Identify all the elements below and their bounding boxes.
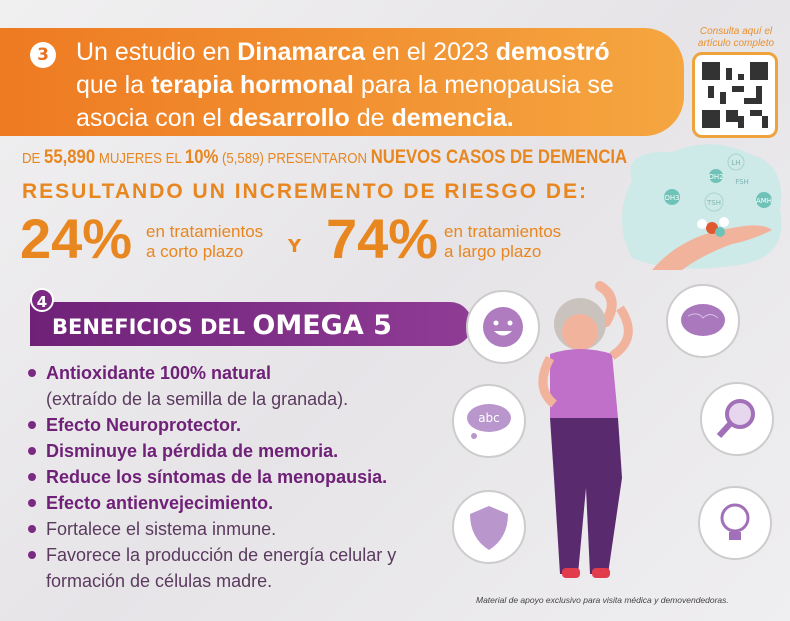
- benefits-list: Antioxidante 100% natural (extraído de l…: [26, 360, 466, 594]
- svg-text:AMH: AMH: [756, 197, 772, 205]
- risk-heading: RESULTANDO UN INCREMENTO DE RIESGO DE:: [22, 180, 589, 203]
- section3-banner: [0, 28, 684, 136]
- magnifier-icon: [700, 382, 774, 456]
- stats-line: DE 55,890 MUJERES EL 10% (5,589) PRESENT…: [22, 147, 628, 168]
- qr-caption: Consulta aquí el artículo completo: [697, 26, 775, 49]
- short-term-label: en tratamientos a corto plazo: [146, 222, 264, 261]
- list-item: Fortalece el sistema inmune.: [26, 516, 466, 542]
- svg-text:OH3: OH3: [664, 194, 679, 202]
- hand-with-pills-illustration: LH OH2 FSH OH3 TSH AMH: [622, 144, 782, 270]
- svg-text:LH: LH: [731, 159, 740, 167]
- list-item: Disminuye la pérdida de memoria.: [26, 438, 466, 464]
- speech-bubble-icon: abc: [452, 384, 526, 458]
- list-item: (extraído de la semilla de la granada).: [46, 389, 349, 409]
- svg-text:OH2: OH2: [708, 173, 723, 181]
- and-label: Y: [288, 236, 302, 257]
- long-term-label: en tratamientos a largo plazo: [444, 222, 562, 261]
- section3-text: Un estudio en Dinamarca en el 2023 demos…: [76, 38, 614, 132]
- section-number: 4: [30, 288, 54, 312]
- qr-code[interactable]: [692, 52, 778, 138]
- section-number: 3: [30, 42, 56, 68]
- short-term-percent: 24%: [20, 207, 133, 270]
- svg-text:TSH: TSH: [706, 199, 721, 207]
- footer-note: Material de apoyo exclusivo para visita …: [476, 595, 729, 605]
- brain-icon: [666, 284, 740, 358]
- smiley-icon: [466, 290, 540, 364]
- list-item: Efecto Neuroprotector.: [26, 412, 466, 438]
- long-term-percent: 74%: [326, 207, 439, 270]
- list-item: Efecto antienvejecimiento.: [26, 490, 466, 516]
- exercising-woman-illustration: [538, 281, 633, 578]
- lightbulb-icon: [698, 486, 772, 560]
- section4-banner: [30, 302, 472, 346]
- svg-text:abc: abc: [478, 411, 500, 425]
- section4-title: BENEFICIOS DEL OMEGA 5: [52, 310, 392, 341]
- list-item: Antioxidante 100% natural: [26, 360, 466, 386]
- svg-text:FSH: FSH: [735, 178, 749, 186]
- list-item: Favorece la producción de energía celula…: [26, 542, 466, 568]
- qr-pattern-icon: [702, 62, 768, 128]
- shield-icon: [452, 490, 526, 564]
- list-item: Reduce los síntomas de la menopausia.: [26, 464, 466, 490]
- list-item: formación de células madre.: [46, 571, 273, 591]
